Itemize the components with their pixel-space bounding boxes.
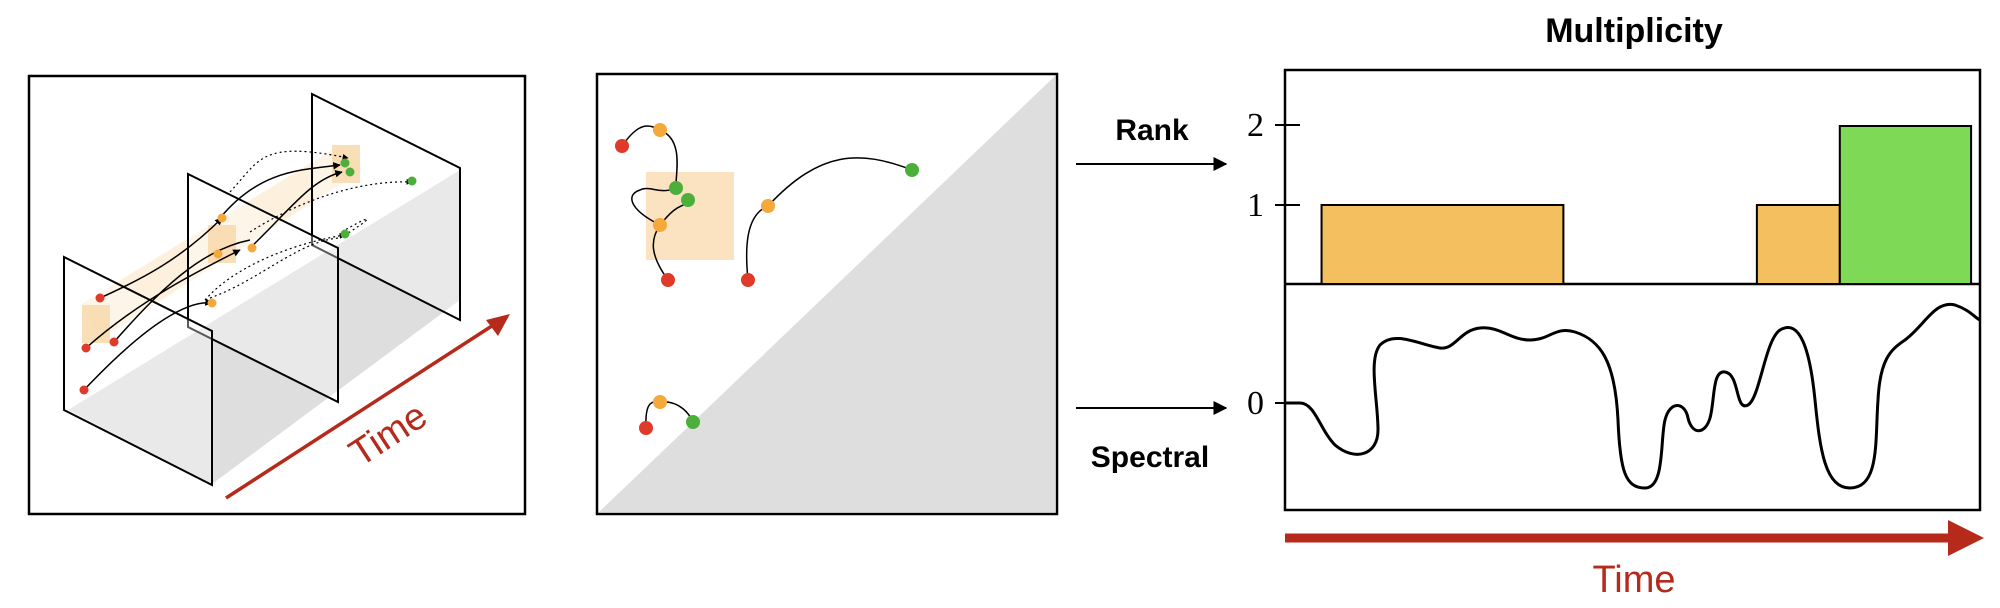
point-orange	[217, 213, 227, 223]
spectral-curve	[1285, 302, 1981, 490]
point-red	[639, 421, 653, 435]
trajectory-curve	[85, 249, 241, 349]
panel-multiplicity: Multiplicity 2 1 0 Time	[1247, 12, 1984, 601]
multiplicity-bars	[1320, 125, 1973, 285]
point-green	[345, 167, 355, 177]
point-orange	[761, 199, 775, 213]
multiplicity-bar-1	[1320, 204, 1565, 285]
diagonal-region	[599, 76, 1055, 512]
time-arrow-left	[225, 320, 499, 500]
point-red	[109, 337, 119, 347]
point-red	[81, 343, 91, 353]
trajectory-curve	[219, 162, 341, 219]
floor-region	[68, 170, 460, 484]
time-label-right: Time	[1592, 559, 1675, 601]
panel-persistence	[595, 72, 1059, 516]
trajectory-curve-dotted	[249, 178, 413, 233]
point-red	[615, 139, 629, 153]
point-green	[340, 229, 350, 239]
point-red	[741, 273, 755, 287]
point-green	[686, 415, 700, 429]
trajectory-curve	[99, 217, 223, 299]
ytick-label-2: 2	[1247, 107, 1264, 144]
point-green	[905, 163, 919, 177]
trajectory-curve	[83, 298, 213, 391]
point-green	[340, 158, 350, 168]
spectral-label: Spectral	[1091, 441, 1209, 474]
ytick-label-0: 0	[1247, 385, 1264, 422]
point-orange	[653, 395, 667, 409]
connectors: Rank Spectral	[1076, 114, 1228, 474]
trajectory-curve	[113, 239, 251, 343]
point-green	[669, 181, 683, 195]
point-orange	[247, 243, 257, 253]
panel-time-slices: Time	[27, 74, 527, 516]
persistence-link	[745, 205, 769, 281]
multiplicity-bar-3	[1838, 125, 1973, 285]
point-orange	[213, 249, 223, 259]
point-red	[95, 293, 105, 303]
point-red	[79, 385, 89, 395]
slice-1-highlight	[82, 305, 110, 343]
trajectory-curve-dotted	[229, 150, 349, 193]
rank-label: Rank	[1115, 114, 1189, 147]
point-orange	[207, 298, 217, 308]
slice-2-highlight	[208, 225, 236, 263]
multiplicity-title: Multiplicity	[1545, 12, 1723, 50]
trajectory-curve-dotted	[209, 237, 341, 299]
persistence-link	[767, 157, 913, 207]
time-arrow-right-head	[1948, 520, 1984, 556]
multiplicity-bar-2	[1755, 204, 1841, 285]
trajectory-curve	[249, 170, 343, 249]
point-orange	[653, 123, 667, 137]
point-green	[681, 193, 695, 207]
persistence-link	[631, 187, 677, 226]
point-green	[407, 176, 417, 186]
time-arrow-left-head	[486, 314, 510, 336]
ytick-label-1: 1	[1247, 187, 1264, 224]
point-red	[661, 273, 675, 287]
highlight-square	[646, 172, 734, 260]
point-orange	[653, 218, 667, 232]
